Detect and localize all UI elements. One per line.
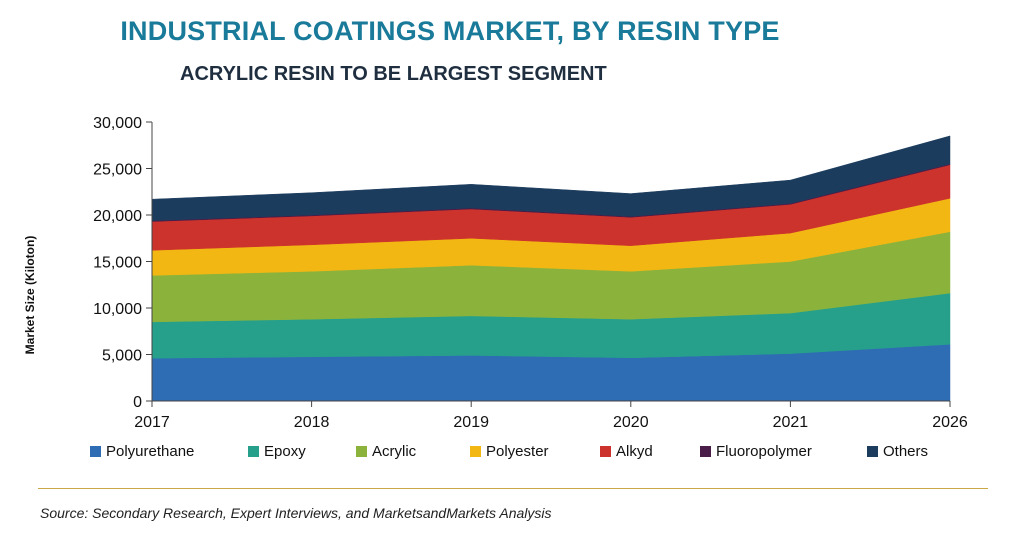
legend-swatch — [600, 446, 611, 457]
x-tick-label: 2021 — [773, 414, 809, 431]
legend-item-polyurethane: Polyurethane — [90, 443, 194, 460]
legend-label: Acrylic — [372, 443, 417, 460]
source-note: Source: Secondary Research, Expert Inter… — [40, 505, 552, 521]
legend-swatch — [867, 446, 878, 457]
x-tick-label: 2026 — [932, 414, 968, 431]
y-tick-label: 25,000 — [93, 162, 142, 179]
y-tick-label: 15,000 — [93, 255, 142, 272]
y-tick-label: 10,000 — [93, 301, 142, 318]
legend-label: Alkyd — [616, 443, 653, 460]
legend-item-epoxy: Epoxy — [248, 443, 306, 460]
legend-label: Polyester — [486, 443, 549, 460]
legend-swatch — [356, 446, 367, 457]
chart-title: INDUSTRIAL COATINGS MARKET, BY RESIN TYP… — [120, 16, 780, 46]
source-divider — [38, 488, 988, 489]
x-tick-label: 2018 — [294, 414, 330, 431]
x-tick-label: 2019 — [453, 414, 489, 431]
y-tick-label: 5,000 — [102, 348, 142, 365]
x-tick-label: 2020 — [613, 414, 649, 431]
legend-item-polyester: Polyester — [470, 443, 549, 460]
legend-swatch — [90, 446, 101, 457]
legend-swatch — [248, 446, 259, 457]
legend-swatch — [700, 446, 711, 457]
legend-item-fluoropolymer: Fluoropolymer — [700, 443, 812, 460]
x-tick-label: 2017 — [134, 414, 170, 431]
legend-item-acrylic: Acrylic — [356, 443, 416, 460]
legend-label: Fluoropolymer — [716, 443, 812, 460]
legend-swatch — [470, 446, 481, 457]
y-tick-label: 0 — [133, 394, 142, 411]
legend-label: Epoxy — [264, 443, 306, 460]
y-tick-label: 20,000 — [93, 208, 142, 225]
chart-subtitle: ACRYLIC RESIN TO BE LARGEST SEGMENT — [180, 63, 607, 85]
area-others — [151, 135, 951, 221]
legend-label: Others — [883, 443, 929, 460]
chart-legend: Polyurethane Epoxy Acrylic Polyester Alkyd Fl… — [70, 443, 970, 465]
legend-item-alkyd: Alkyd — [600, 443, 653, 460]
legend-label: Polyurethane — [106, 443, 195, 460]
y-tick-label: 30,000 — [93, 115, 142, 132]
legend-item-others: Others — [867, 443, 928, 460]
